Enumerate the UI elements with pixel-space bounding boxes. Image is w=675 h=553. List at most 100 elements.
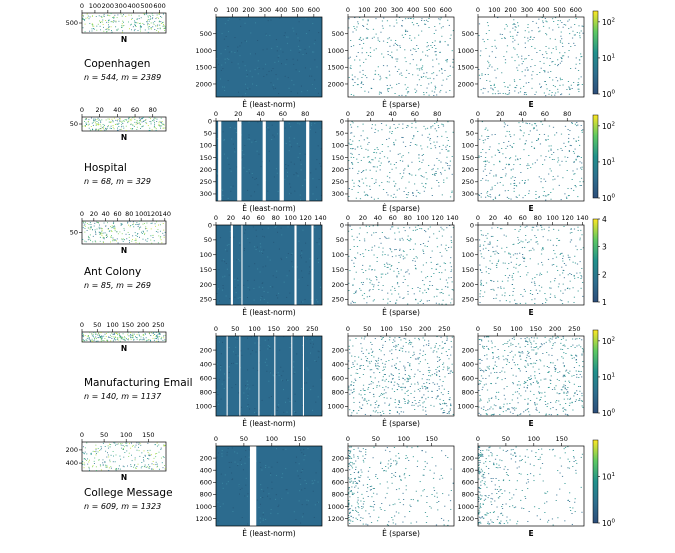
matrix-cell (511, 407, 513, 409)
matrix-cell (273, 241, 275, 243)
matrix-cell (396, 268, 398, 269)
x-tick-label: 300 (259, 6, 271, 14)
matrix-cell (579, 399, 581, 401)
matrix-cell (545, 34, 548, 36)
matrix-cell (531, 146, 533, 148)
matrix-cell (527, 363, 529, 365)
matrix-cell (577, 277, 579, 279)
n-matrix-point (94, 119, 96, 121)
matrix-cell (572, 151, 575, 152)
n-matrix-point (102, 24, 104, 25)
matrix-cell (394, 381, 396, 383)
n-matrix-point (91, 28, 93, 30)
matrix-cell (277, 407, 279, 409)
matrix-cell (391, 87, 393, 89)
matrix-cell (368, 295, 371, 297)
matrix-cell (423, 190, 425, 192)
matrix-cell (512, 408, 514, 410)
matrix-cell (559, 62, 561, 64)
matrix-cell (372, 225, 374, 227)
matrix-cell (277, 57, 279, 59)
matrix-cell (563, 366, 565, 368)
matrix-cell (383, 369, 385, 370)
matrix-cell (352, 302, 355, 304)
y-tick-label: 500 (66, 19, 78, 27)
x-axis: 0 100 200 300 400 500 600 (346, 6, 452, 17)
matrix-cell (566, 395, 568, 396)
matrix-cell (452, 30, 454, 32)
matrix-cell (564, 374, 566, 376)
matrix-cell (539, 290, 541, 292)
matrix-cell (257, 60, 259, 62)
matrix-cell (536, 360, 538, 362)
matrix-cell (448, 413, 450, 415)
matrix-cell (508, 89, 511, 91)
matrix-cell (401, 350, 404, 352)
matrix-cell (391, 256, 394, 258)
y-tick-label: 600 (332, 375, 344, 383)
n-matrix-point (122, 333, 124, 335)
matrix-cell (579, 185, 581, 186)
matrix-cell (550, 198, 552, 200)
n-matrix-point (107, 125, 109, 127)
n-matrix-point (139, 221, 141, 222)
matrix-cell (516, 197, 518, 198)
matrix-cell (517, 69, 519, 71)
matrix-cell (574, 393, 576, 395)
matrix-cell (297, 175, 299, 177)
matrix-cell (363, 338, 365, 340)
x-tick-label: 80 (433, 110, 441, 118)
n-matrix-point (111, 128, 112, 129)
matrix-cell (399, 337, 401, 338)
matrix-cell (512, 35, 514, 37)
matrix-cell (378, 404, 380, 406)
matrix-cell (276, 410, 278, 412)
matrix-cell (259, 271, 261, 273)
n-matrix-point (93, 121, 95, 123)
matrix-cell (243, 284, 245, 286)
matrix-cell (218, 378, 220, 380)
matrix-cell (434, 51, 436, 53)
matrix-cell (528, 155, 530, 156)
matrix-cell (348, 290, 350, 291)
dataset-name: Ant Colony (84, 266, 141, 278)
matrix-cell (231, 51, 233, 53)
matrix-cell (273, 88, 275, 90)
matrix-cell (435, 48, 437, 49)
matrix-cell (493, 280, 495, 282)
matrix-cell (443, 229, 445, 231)
matrix-cell (541, 261, 543, 263)
matrix-cell (533, 281, 536, 283)
matrix-cell (444, 343, 446, 344)
matrix-cell (385, 273, 387, 275)
n-matrix-point (102, 340, 104, 341)
matrix-cell (480, 180, 482, 181)
n-matrix-point (136, 126, 138, 128)
matrix-cell (517, 32, 519, 33)
matrix-cell (388, 37, 391, 39)
matrix-cell (548, 93, 550, 95)
matrix-cell (423, 339, 426, 341)
matrix-cell (436, 396, 438, 398)
matrix-cell (557, 270, 559, 271)
matrix-cell (427, 77, 429, 79)
matrix-cell (562, 374, 565, 376)
empty-column-stripe (230, 225, 233, 305)
n-matrix-point (86, 337, 88, 339)
n-matrix-point (124, 239, 125, 241)
matrix-cell (531, 46, 533, 47)
matrix-cell (401, 389, 403, 391)
matrix-cell (280, 366, 282, 368)
matrix-cell (435, 343, 437, 345)
matrix-cell (258, 67, 260, 69)
y-tick-label: 100 (462, 251, 474, 259)
n-matrix-point (107, 339, 109, 341)
matrix-cell (482, 409, 485, 411)
matrix-cell (402, 176, 404, 178)
matrix-cell (511, 338, 514, 340)
n-matrix-point (120, 336, 122, 338)
matrix-cell (430, 82, 433, 84)
matrix-cell (357, 252, 359, 254)
matrix-cell (403, 169, 405, 171)
matrix-cell (409, 376, 411, 377)
